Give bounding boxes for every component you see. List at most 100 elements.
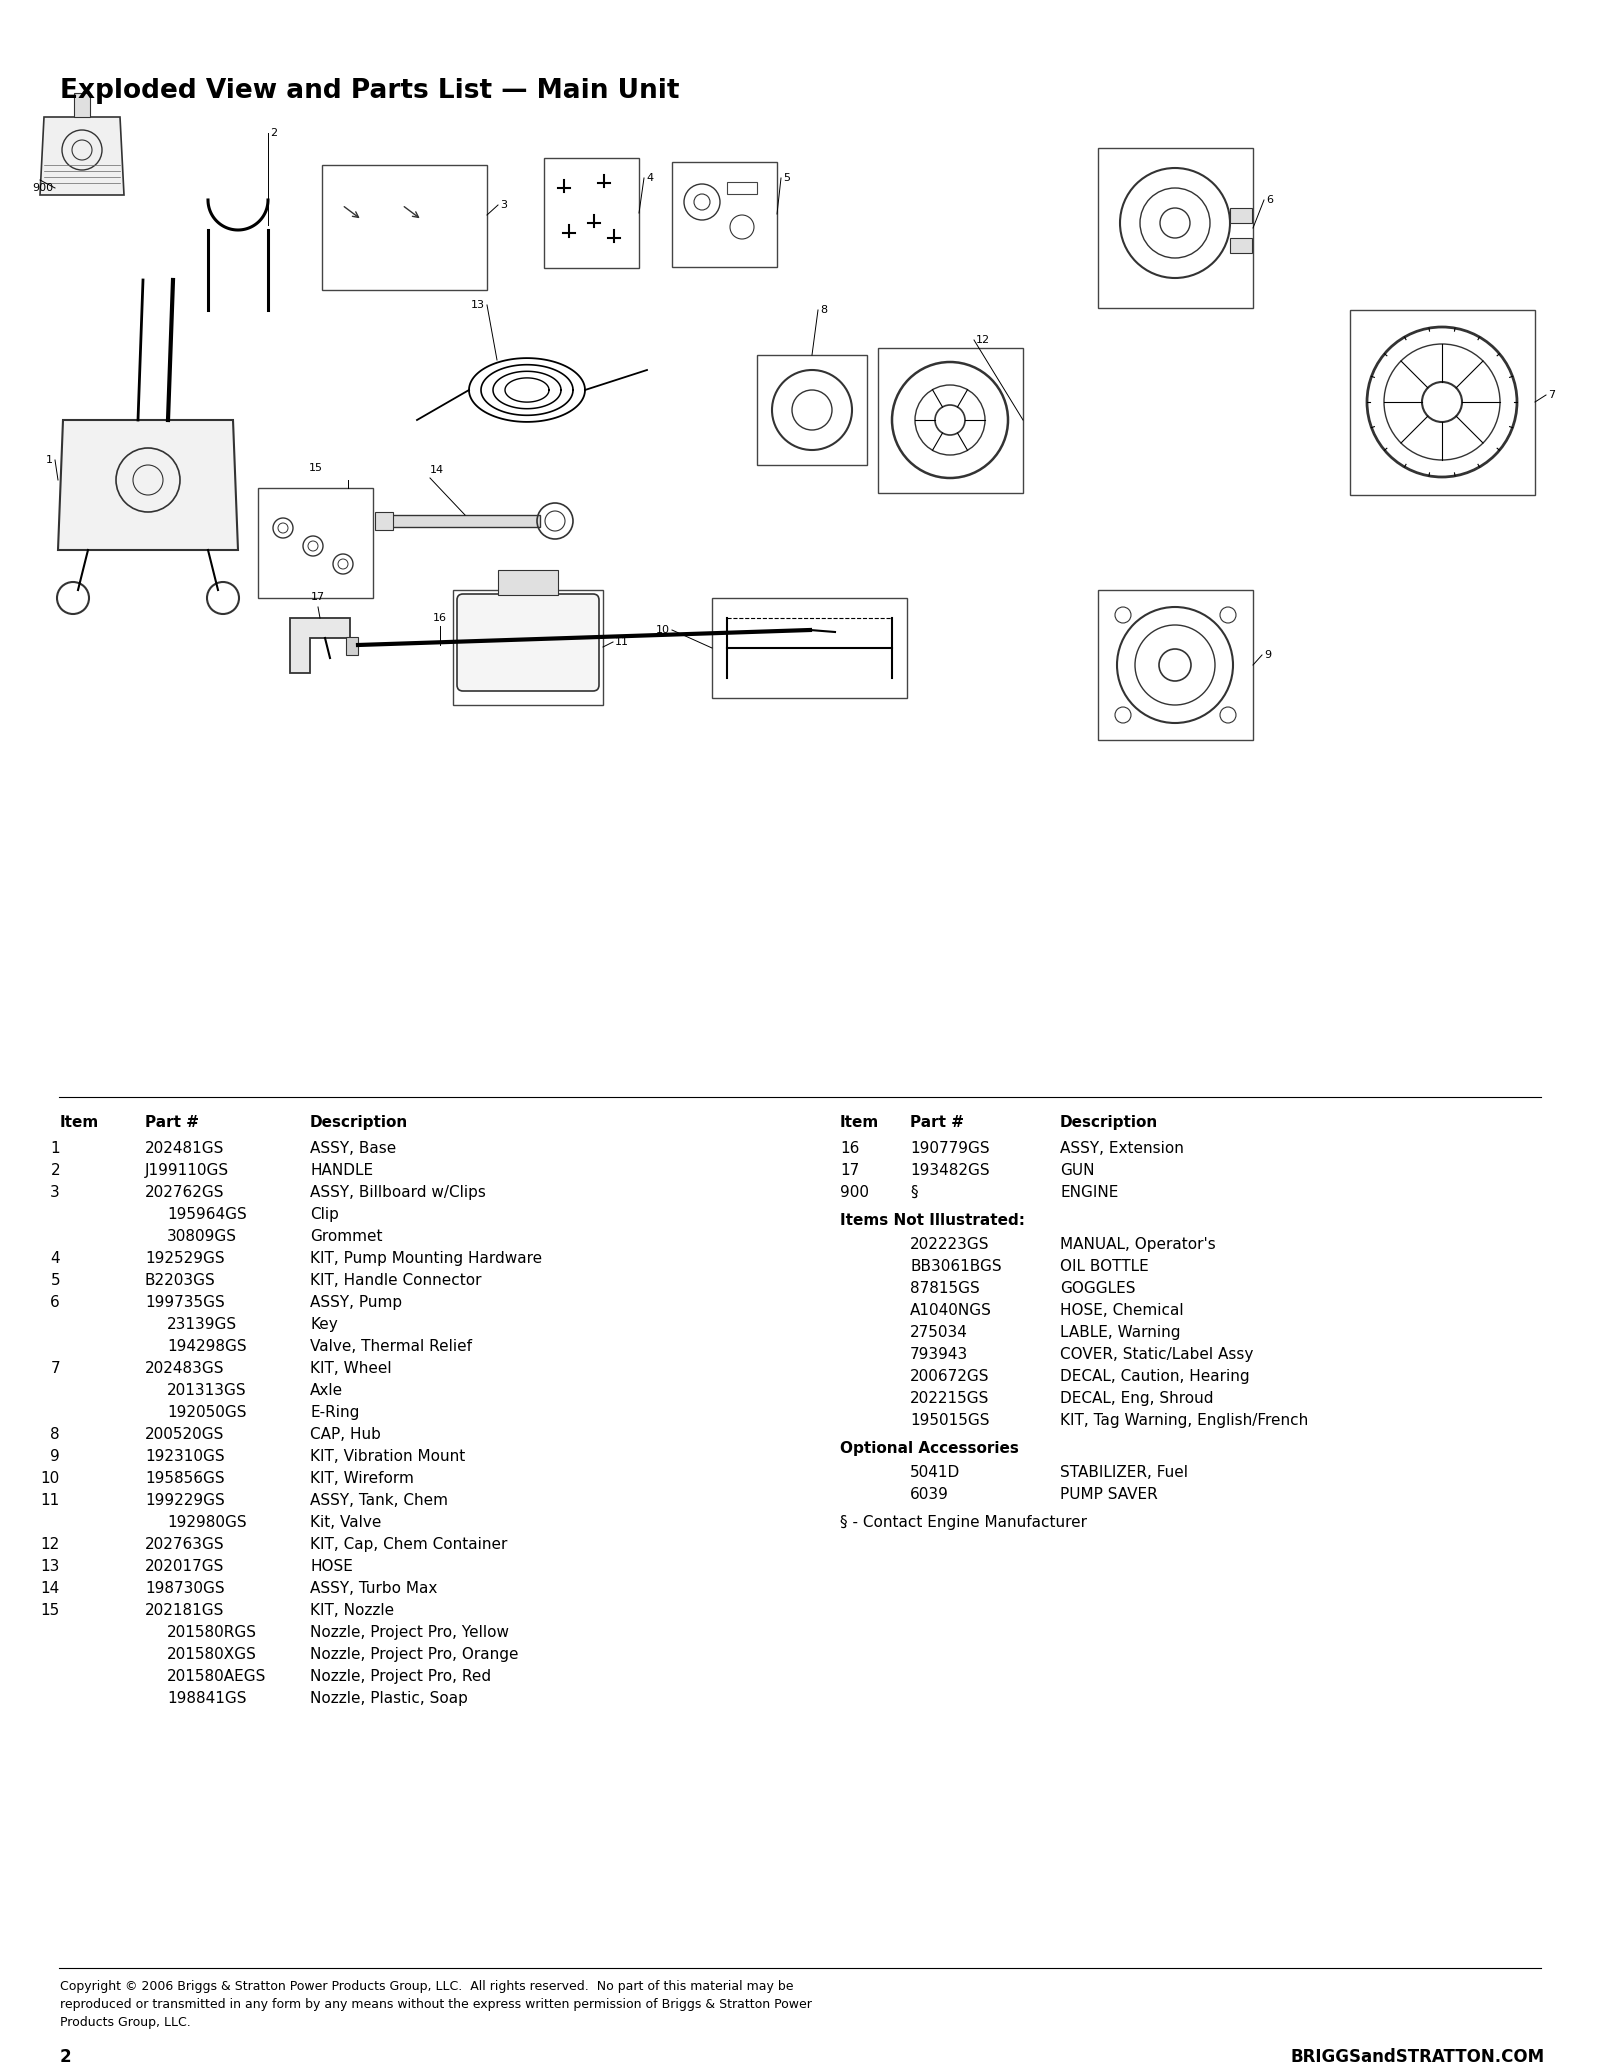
Text: Exploded View and Parts List — Main Unit: Exploded View and Parts List — Main Unit [61,79,680,104]
Text: 12: 12 [40,1538,61,1552]
Text: CAP, Hub: CAP, Hub [310,1426,381,1443]
Text: ASSY, Base: ASSY, Base [310,1141,397,1155]
Bar [757,354,867,466]
Text: 4: 4 [50,1250,61,1267]
Text: KIT, Wheel: KIT, Wheel [310,1360,392,1377]
Text: STABILIZER, Fuel: STABILIZER, Fuel [1059,1466,1187,1480]
Text: E-Ring: E-Ring [310,1406,360,1420]
Text: ENGINE: ENGINE [1059,1184,1118,1201]
Text: 900: 900 [32,182,53,193]
Text: 201580XGS: 201580XGS [166,1648,258,1662]
Text: 7: 7 [50,1360,61,1377]
Text: 275034: 275034 [910,1325,968,1339]
Text: HOSE, Chemical: HOSE, Chemical [1059,1302,1184,1319]
Text: 202223GS: 202223GS [910,1238,989,1252]
Text: reproduced or transmitted in any form by any means without the express written p: reproduced or transmitted in any form by… [61,1998,811,2010]
Text: § - Contact Engine Manufacturer: § - Contact Engine Manufacturer [840,1515,1086,1530]
Text: 199735GS: 199735GS [146,1296,224,1310]
Bar [498,569,558,594]
Text: 5: 5 [782,174,790,182]
Text: 6: 6 [50,1296,61,1310]
Text: Part #: Part # [146,1116,198,1130]
Text: 2: 2 [270,128,277,139]
Text: 192050GS: 192050GS [166,1406,246,1420]
Text: 12: 12 [976,335,990,346]
Text: Nozzle, Project Pro, Orange: Nozzle, Project Pro, Orange [310,1648,518,1662]
Text: GOGGLES: GOGGLES [1059,1281,1136,1296]
Text: §: § [910,1184,918,1201]
Text: 11: 11 [40,1492,61,1509]
Bar [1098,147,1253,308]
Text: COVER, Static/Label Assy: COVER, Static/Label Assy [1059,1348,1253,1362]
Text: 200520GS: 200520GS [146,1426,224,1443]
Text: DECAL, Caution, Hearing: DECAL, Caution, Hearing [1059,1368,1250,1385]
Text: 202181GS: 202181GS [146,1602,224,1619]
Text: 793943: 793943 [910,1348,968,1362]
Text: 2: 2 [50,1163,61,1178]
Text: ASSY, Pump: ASSY, Pump [310,1296,402,1310]
Text: 13: 13 [40,1559,61,1573]
Text: 9: 9 [50,1449,61,1463]
Text: ASSY, Extension: ASSY, Extension [1059,1141,1184,1155]
Text: 14: 14 [40,1581,61,1596]
Text: Nozzle, Project Pro, Yellow: Nozzle, Project Pro, Yellow [310,1625,509,1639]
Text: 6039: 6039 [910,1486,949,1503]
Text: Items Not Illustrated:: Items Not Illustrated: [840,1213,1026,1228]
Text: 202763GS: 202763GS [146,1538,224,1552]
Bar [1230,238,1251,253]
Text: 15: 15 [309,464,323,474]
Bar [1350,310,1534,495]
Text: ASSY, Turbo Max: ASSY, Turbo Max [310,1581,437,1596]
Text: ASSY, Billboard w/Clips: ASSY, Billboard w/Clips [310,1184,486,1201]
Text: Optional Accessories: Optional Accessories [840,1441,1019,1455]
Text: OIL BOTTLE: OIL BOTTLE [1059,1259,1149,1273]
Text: 200672GS: 200672GS [910,1368,989,1385]
Text: 195856GS: 195856GS [146,1472,224,1486]
Text: 202762GS: 202762GS [146,1184,224,1201]
Text: 17: 17 [310,592,325,602]
Text: 198730GS: 198730GS [146,1581,224,1596]
Bar [374,511,394,530]
Text: 201580RGS: 201580RGS [166,1625,258,1639]
Bar [672,161,778,267]
Text: Grommet: Grommet [310,1230,382,1244]
Text: 202017GS: 202017GS [146,1559,224,1573]
Text: Axle: Axle [310,1383,342,1397]
Bar [712,598,907,698]
Text: Nozzle, Plastic, Soap: Nozzle, Plastic, Soap [310,1691,467,1706]
Text: Valve, Thermal Relief: Valve, Thermal Relief [310,1339,472,1354]
Bar [322,166,486,290]
Text: BRIGGSandSTRATTON.COM: BRIGGSandSTRATTON.COM [1291,2047,1546,2066]
Text: 1: 1 [50,1141,61,1155]
Text: 8: 8 [50,1426,61,1443]
Bar [878,348,1022,493]
Text: Item: Item [61,1116,99,1130]
Text: HANDLE: HANDLE [310,1163,373,1178]
Text: 10: 10 [656,625,670,635]
Bar [1098,590,1253,739]
Text: Copyright © 2006 Briggs & Stratton Power Products Group, LLC.  All rights reserv: Copyright © 2006 Briggs & Stratton Power… [61,1981,794,1993]
Text: 15: 15 [40,1602,61,1619]
Text: 3: 3 [50,1184,61,1201]
Text: 195015GS: 195015GS [910,1414,989,1428]
Text: Products Group, LLC.: Products Group, LLC. [61,2016,190,2029]
Text: 192980GS: 192980GS [166,1515,246,1530]
Bar [1230,207,1251,224]
Text: PUMP SAVER: PUMP SAVER [1059,1486,1158,1503]
Text: A1040NGS: A1040NGS [910,1302,992,1319]
Text: 9: 9 [1264,650,1270,660]
Text: GUN: GUN [1059,1163,1094,1178]
Text: B2203GS: B2203GS [146,1273,216,1288]
Bar [390,515,541,528]
Text: LABLE, Warning: LABLE, Warning [1059,1325,1181,1339]
Text: DECAL, Eng, Shroud: DECAL, Eng, Shroud [1059,1391,1213,1406]
Text: BB3061BGS: BB3061BGS [910,1259,1002,1273]
Text: 87815GS: 87815GS [910,1281,979,1296]
Text: 1: 1 [46,455,53,466]
Text: 5: 5 [50,1273,61,1288]
Text: 13: 13 [470,300,485,310]
Text: Key: Key [310,1317,338,1331]
Text: 202215GS: 202215GS [910,1391,989,1406]
Polygon shape [58,420,238,551]
Text: 192529GS: 192529GS [146,1250,224,1267]
